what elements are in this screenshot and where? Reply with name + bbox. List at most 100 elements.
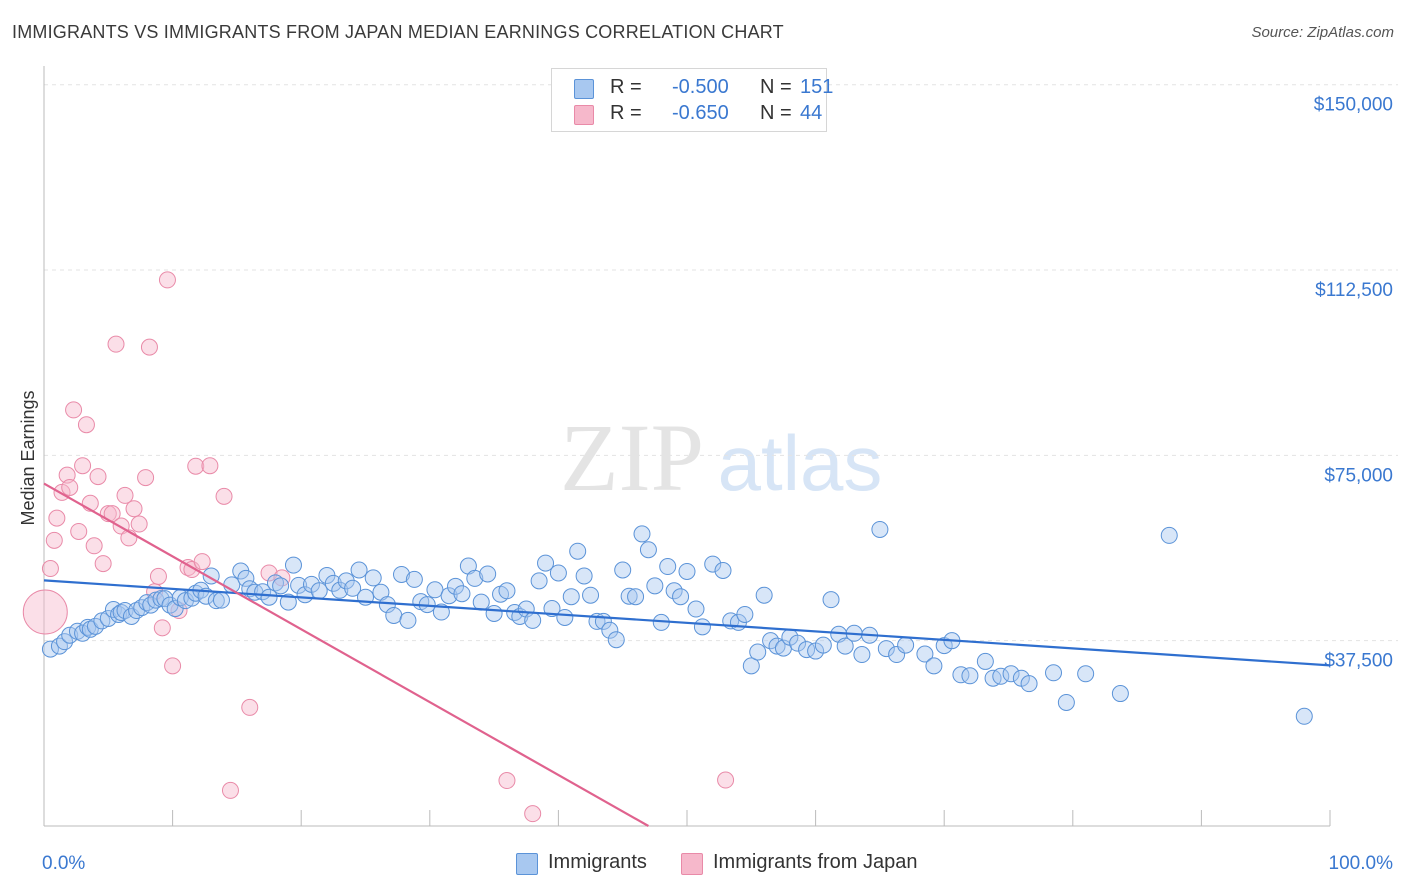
japan-point [85,537,103,555]
immigrants-point [871,520,889,538]
immigrants-point [237,569,255,587]
immigrants-point [742,657,760,675]
japan-point [153,619,171,637]
japan-point [215,487,233,505]
immigrants-point [888,646,906,664]
immigrants-trendline [43,579,1331,667]
immigrants-point [916,645,934,663]
japan-point [140,338,158,356]
immigrants-point [485,604,503,622]
immigrants-point [399,611,417,629]
legend-n-label: N = [760,102,792,124]
x-tick-labels: 0.0% 100.0% [42,853,1393,874]
legend-r-label: R = [610,102,642,124]
immigrants-point [290,576,308,594]
bottom-legend-swatch-blue [516,853,538,875]
y-tick-label: $112,500 [1315,280,1393,301]
immigrants-point [687,600,705,618]
japan-point [130,515,148,533]
immigrants-point [350,561,368,579]
immigrants-point [976,652,994,670]
japan-point [48,509,66,527]
immigrants-point [385,606,403,624]
immigrants-point [266,574,284,592]
immigrants-point [279,593,297,611]
immigrants-point [672,588,690,606]
series-immigrants-points [41,520,1313,725]
japan-point [221,781,239,799]
japan-point [260,564,278,582]
legend-r-value: -0.650 [672,102,729,124]
japan-point [164,657,182,675]
immigrants-point [1077,665,1095,683]
japan-point [187,457,205,475]
immigrants-point [142,596,160,614]
immigrants-point [659,558,677,576]
immigrants-point [714,562,732,580]
immigrants-point [562,588,580,606]
japan-point [94,555,112,573]
japan-point [22,589,68,635]
japan-point [498,772,516,790]
japan-point [116,486,134,504]
japan-point [61,478,79,496]
immigrants-point [549,564,567,582]
japan-point [45,531,63,549]
immigrants-point [556,608,574,626]
immigrants-point [665,582,683,600]
immigrants-point [814,636,832,654]
bottom-legend-swatch-pink [681,853,703,875]
immigrants-point [344,579,362,597]
axes [43,66,1331,827]
immigrants-point [537,554,555,572]
japan-point [524,805,542,823]
immigrants-point [607,631,625,649]
japan-point [77,416,95,434]
immigrants-point [479,565,497,583]
immigrants-point [678,562,696,580]
immigrants-point [925,657,943,675]
immigrants-point [310,582,328,600]
immigrants-point [633,525,651,543]
immigrants-point [693,618,711,636]
immigrants-point [61,626,79,644]
immigrants-point [543,600,561,618]
immigrants-point [877,640,895,658]
watermark-zip: ZIP [560,404,704,511]
trendlines [43,482,1331,827]
japan-point [70,522,88,540]
immigrants-point [1002,665,1020,683]
immigrants-point [212,591,230,609]
japan-point [41,560,59,578]
immigrants-point [324,574,342,592]
immigrants-point [152,590,170,608]
immigrants-point [364,569,382,587]
watermark: ZIP atlas [560,404,882,511]
immigrants-point [272,577,290,595]
immigrants-point [393,565,411,583]
immigrants-point [50,637,68,655]
immigrants-point [524,611,542,629]
immigrants-point [798,641,816,659]
legend-n-value: 44 [800,102,823,124]
legend-n-label: N = [760,76,792,98]
japan-point [74,457,92,475]
immigrants-point [822,591,840,609]
immigrants-point [897,636,915,654]
immigrants-point [961,667,979,685]
immigrants-point [405,570,423,588]
legend-r-label: R = [610,76,642,98]
japan-point [201,457,219,475]
legend-r-value: -0.500 [672,76,729,98]
immigrants-point [284,556,302,574]
immigrants-point [789,634,807,652]
immigrants-point [768,637,786,655]
immigrants-point [426,581,444,599]
y-tick-labels: $150,000 $112,500 $75,000 $37,500 [1314,95,1393,672]
immigrants-point [1295,707,1313,725]
immigrants-point [614,561,632,579]
immigrants-point [639,541,657,559]
japan-point [107,335,125,353]
immigrants-point [620,587,638,605]
japan-point [241,698,259,716]
